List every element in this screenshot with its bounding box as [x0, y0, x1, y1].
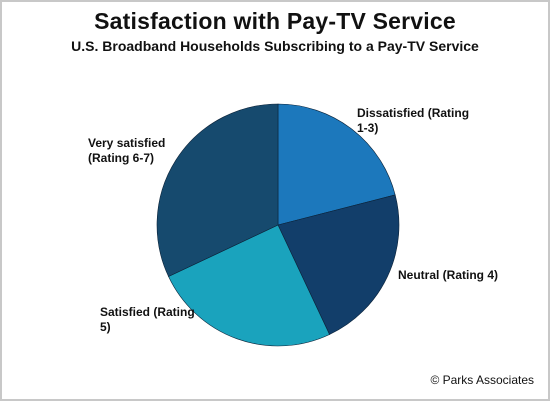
pie-slice-neutral: [277, 194, 400, 335]
slice-label-dissatisfied-line-2: 1-3): [357, 121, 379, 135]
chart-subtitle: U.S. Broadband Households Subscribing to…: [71, 38, 479, 54]
copyright-source: © Parks Associates: [430, 373, 534, 387]
slice-label-dissatisfied: Dissatisfied (Rating 1-3): [357, 106, 469, 136]
slice-label-very-satisfied: Very satisfied (Rating 6-7): [88, 136, 165, 166]
slice-label-neutral-line-1: Neutral (Rating 4): [398, 268, 499, 282]
slice-label-dissatisfied-line-1: Dissatisfied (Rating: [357, 106, 470, 120]
slice-label-very-satisfied-line-1: Very satisfied: [88, 136, 166, 150]
pie-slice-dissatisfied: [277, 103, 396, 226]
chart-title: Satisfaction with Pay-TV Service: [94, 8, 456, 34]
slice-label-satisfied-line-2: 5): [100, 320, 111, 334]
slice-label-satisfied: Satisfied (Rating 5): [100, 305, 195, 335]
slice-label-very-satisfied-line-2: (Rating 6-7): [88, 151, 154, 165]
pie-slice-very-satisfied: [156, 103, 279, 277]
pie-slice-satisfied: [168, 224, 330, 347]
slice-label-satisfied-line-1: Satisfied (Rating: [100, 305, 195, 319]
slice-label-neutral: Neutral (Rating 4): [398, 268, 498, 283]
